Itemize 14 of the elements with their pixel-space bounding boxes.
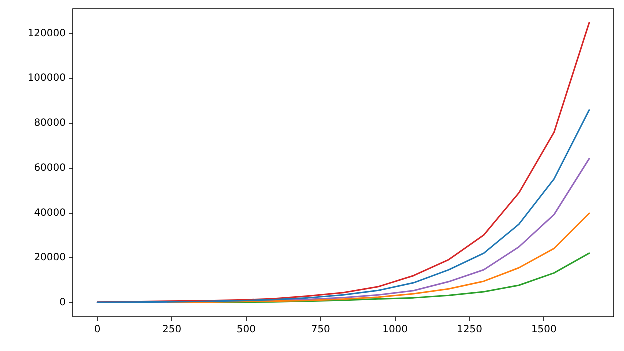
x-tick-label: 1000 — [382, 324, 408, 336]
y-tick-label: 20000 — [34, 252, 66, 264]
y-tick-label: 0 — [60, 298, 66, 309]
y-tick-label: 40000 — [34, 208, 66, 219]
x-tick-label: 500 — [236, 324, 256, 336]
x-tick-label: 0 — [94, 324, 101, 336]
x-tick-label: 750 — [311, 324, 330, 336]
y-tick-label: 120000 — [28, 28, 66, 40]
y-tick-label: 100000 — [28, 73, 66, 84]
y-tick-label: 80000 — [34, 118, 66, 130]
x-tick-label: 250 — [162, 324, 182, 336]
y-tick-label: 60000 — [34, 162, 66, 174]
x-tick-label: 1250 — [457, 324, 482, 336]
x-tick-label: 1500 — [531, 324, 557, 336]
